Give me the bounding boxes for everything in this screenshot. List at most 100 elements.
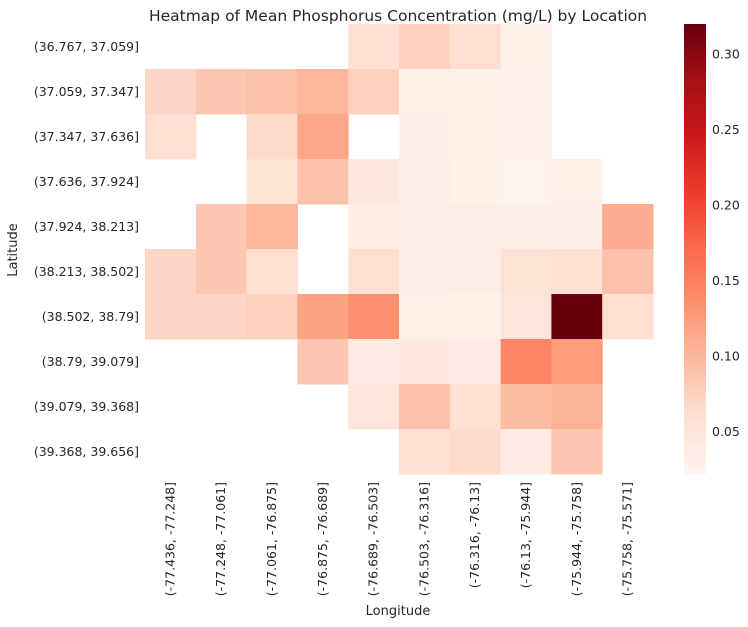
heatmap-cell	[449, 429, 502, 475]
heatmap-cell	[449, 339, 502, 385]
heatmap-cell	[551, 204, 603, 250]
heatmap-cell	[348, 339, 400, 385]
colorbar-tick-label: 0.15	[712, 273, 740, 288]
heatmap-cell	[297, 114, 349, 160]
heatmap-cell	[297, 159, 349, 205]
heatmap-cell	[195, 249, 248, 295]
heatmap-cell	[297, 339, 349, 385]
heatmap-cell	[449, 24, 502, 70]
chart-title: Heatmap of Mean Phosphorus Concentration…	[149, 7, 647, 25]
heatmap-cell	[297, 69, 349, 115]
heatmap-cell	[348, 384, 400, 430]
heatmap-cell	[399, 159, 451, 205]
y-tick-label: (36.767, 37.059]	[34, 39, 139, 54]
heatmap-cell	[399, 204, 451, 250]
heatmap-cell	[449, 69, 502, 115]
heatmap-cell	[500, 429, 552, 475]
x-tick-label: (-77.248, -77.061]	[213, 482, 228, 596]
heatmap-cell	[145, 114, 197, 160]
heatmap-cell	[602, 294, 654, 340]
heatmap-cell	[399, 339, 451, 385]
heatmap-cell	[449, 204, 502, 250]
heatmap-cell	[297, 294, 349, 340]
heatmap-cell	[348, 69, 400, 115]
x-tick-labels: (-77.436, -77.248] (-77.248, -77.061] (-77…	[162, 482, 634, 596]
x-tick-label: (-76.503, -76.316]	[416, 482, 431, 596]
heatmap-cell	[145, 69, 197, 115]
heatmap-cell	[449, 294, 502, 340]
y-tick-label: (38.502, 38.79]	[42, 309, 139, 324]
heatmap-cell	[449, 249, 502, 295]
heatmap-cell	[246, 69, 298, 115]
y-tick-label: (39.368, 39.656]	[34, 444, 139, 459]
colorbar-tick-label: 0.30	[712, 47, 740, 62]
heatmap-cell	[348, 159, 400, 205]
heatmap-cell	[399, 69, 451, 115]
colorbar-gradient	[684, 24, 706, 474]
heatmap-cell	[246, 294, 298, 340]
heatmap-cell	[449, 114, 502, 160]
y-tick-labels: (36.767, 37.059] (37.059, 37.347] (37.347,…	[34, 39, 139, 459]
x-axis-title: Longitude	[366, 604, 431, 619]
heatmap-cell	[500, 114, 552, 160]
heatmap-cell	[348, 249, 400, 295]
heatmap-cell	[602, 249, 654, 295]
heatmap-cells	[145, 24, 654, 475]
y-axis-title: Latitude	[6, 223, 21, 277]
heatmap-cell	[399, 249, 451, 295]
x-tick-label: (-75.944, -75.758]	[569, 482, 584, 596]
heatmap-cell	[399, 429, 451, 475]
y-tick-label: (37.636, 37.924]	[34, 174, 139, 189]
heatmap-cell	[348, 24, 400, 70]
y-tick-label: (38.213, 38.502]	[34, 264, 139, 279]
heatmap-cell	[195, 204, 248, 250]
heatmap-cell	[195, 69, 248, 115]
heatmap-cell	[399, 384, 451, 430]
x-tick-label: (-76.875, -76.689]	[315, 482, 330, 596]
y-tick-label: (39.079, 39.368]	[34, 399, 139, 414]
heatmap-cell	[399, 24, 451, 70]
heatmap-cell	[602, 204, 654, 250]
colorbar-tick-label: 0.20	[712, 198, 740, 213]
colorbar-tick-label: 0.05	[712, 424, 740, 439]
heatmap-cell	[348, 294, 400, 340]
x-tick-label: (-75.758, -75.571]	[620, 482, 635, 596]
colorbar-ticks: 0.05 0.10 0.15 0.20 0.25 0.30	[712, 47, 740, 440]
heatmap-cell	[246, 249, 298, 295]
heatmap-cell	[500, 339, 552, 385]
y-tick-label: (37.059, 37.347]	[34, 84, 139, 99]
heatmap-cell	[500, 384, 552, 430]
x-tick-label: (-76.316, -76.13]	[467, 482, 482, 588]
heatmap-cell	[399, 294, 451, 340]
heatmap-cell	[500, 294, 552, 340]
heatmap-cell	[551, 384, 603, 430]
heatmap-cell	[145, 294, 197, 340]
heatmap-cell	[551, 429, 603, 475]
heatmap-cell	[246, 114, 298, 160]
heatmap-cell	[195, 294, 248, 340]
heatmap-cell	[500, 69, 552, 115]
heatmap-cell	[449, 384, 502, 430]
colorbar-tick-label: 0.25	[712, 122, 740, 137]
heatmap-cell	[145, 249, 197, 295]
colorbar-tick-label: 0.10	[712, 349, 740, 364]
heatmap-cell	[551, 159, 603, 205]
x-tick-label: (-76.13, -75.944]	[518, 482, 533, 588]
heatmap-cell	[399, 114, 451, 160]
heatmap-cell	[348, 204, 400, 250]
heatmap-cell	[500, 249, 552, 295]
heatmap-cell	[500, 159, 552, 205]
x-tick-label: (-76.689, -76.503]	[366, 482, 381, 596]
heatmap-cell	[551, 249, 603, 295]
heatmap-cell	[246, 159, 298, 205]
x-tick-label: (-77.436, -77.248]	[162, 482, 177, 596]
heatmap-cell	[246, 204, 298, 250]
colorbar: 0.05 0.10 0.15 0.20 0.25 0.30	[684, 24, 740, 474]
y-tick-label: (37.347, 37.636]	[34, 129, 139, 144]
heatmap-cell	[551, 339, 603, 385]
heatmap-cell	[449, 159, 502, 205]
heatmap-cell	[500, 204, 552, 250]
heatmap-cell	[500, 24, 552, 70]
y-tick-label: (37.924, 38.213]	[34, 219, 139, 234]
